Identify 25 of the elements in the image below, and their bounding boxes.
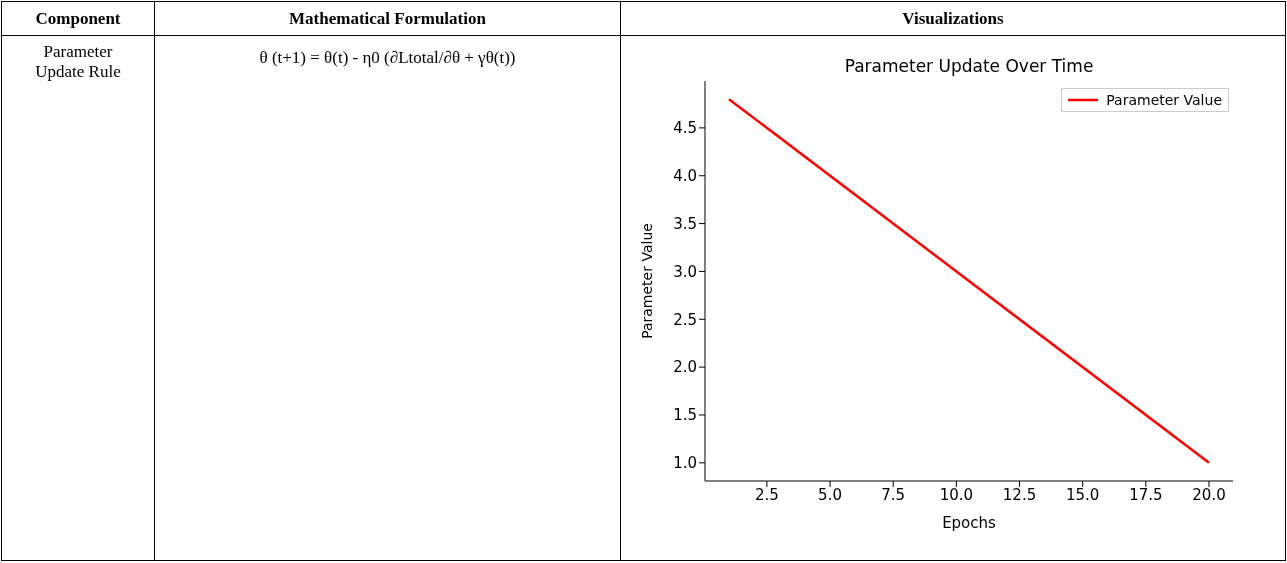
y-tick-label: 4.5	[673, 119, 697, 138]
y-tick-label: 1.0	[673, 454, 697, 473]
text: θ (t+1) = θ(t) - η0 (∂Ltotal/∂θ + γθ(t))	[155, 36, 621, 560]
x-tick-label: 2.5	[754, 485, 779, 504]
y-tick-label: 3.0	[673, 262, 697, 281]
x-axis-title: Epochs	[942, 514, 997, 532]
text: Parameter Update Rule	[2, 36, 155, 560]
legend-label: Parameter Value	[1106, 92, 1222, 108]
y-tick-label: 2.5	[673, 310, 697, 329]
x-tick-label: 20.0	[1192, 485, 1226, 504]
text: Mathematical Formulation	[155, 2, 621, 36]
x-tick-label: 10.0	[939, 485, 974, 504]
chart-title: Parameter Update Over Time	[843, 56, 1095, 76]
text: Visualizations	[621, 2, 1285, 36]
y-tick-label: 1.5	[673, 406, 697, 425]
x-tick-label: 5.0	[818, 485, 842, 504]
y-axis-title: Parameter Value	[638, 223, 655, 339]
text: Component	[2, 2, 155, 36]
x-tick-label: 12.5	[1002, 485, 1037, 504]
x-tick-label: 15.0	[1065, 485, 1100, 504]
y-tick-label: 4.0	[673, 167, 697, 186]
x-tick-label: 7.5	[881, 485, 906, 504]
x-tick-label: 17.5	[1129, 485, 1163, 504]
y-tick-label: 3.5	[673, 214, 697, 233]
y-tick-label: 2.0	[673, 358, 697, 377]
